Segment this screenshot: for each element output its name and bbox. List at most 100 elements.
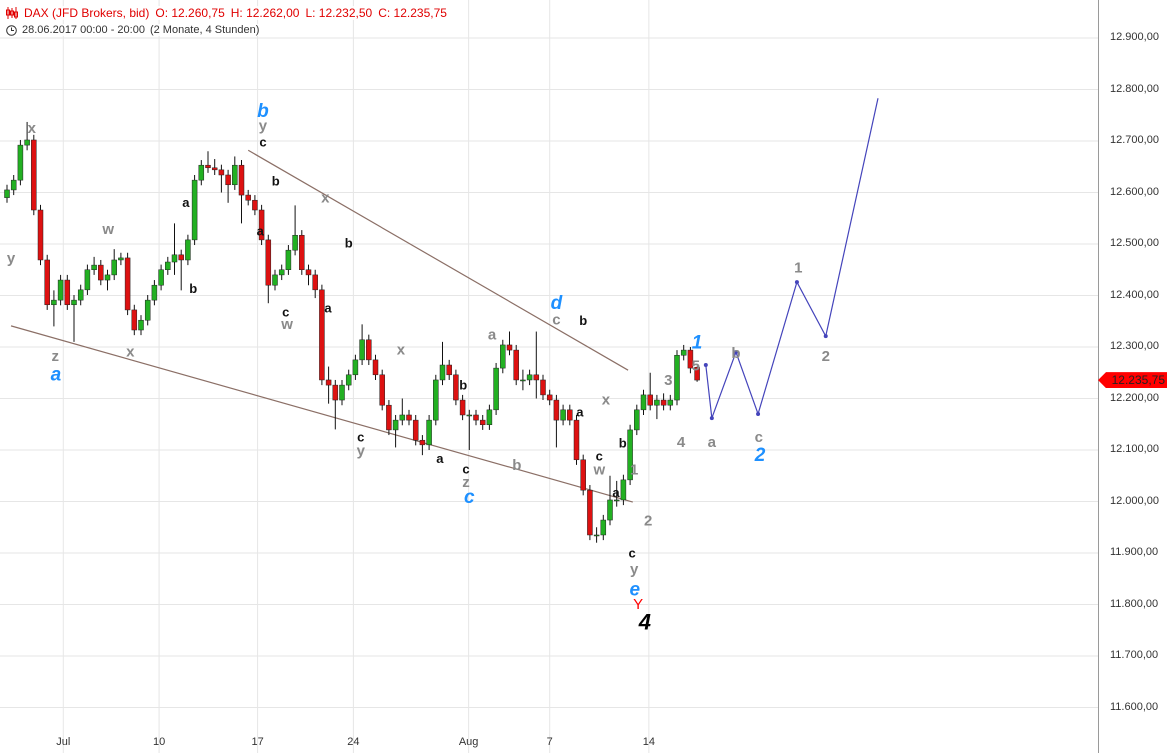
candle-body (627, 429, 633, 481)
candle (634, 404, 640, 436)
candle (10, 174, 17, 196)
trendlines (10, 149, 633, 503)
candle (111, 249, 117, 281)
candle (580, 454, 586, 496)
wave-label: y (259, 117, 268, 134)
candle-body (165, 261, 171, 270)
time-header: 28.06.2017 00:00 - 20:00 (2 Monate, 4 St… (6, 24, 260, 36)
wave-label: a (182, 195, 190, 210)
wave-label: c (462, 462, 469, 477)
y-tick-label: 12.400,00 (1110, 288, 1159, 301)
candle (359, 324, 365, 366)
candle-body (560, 409, 566, 421)
candle (473, 409, 479, 426)
candle (379, 369, 385, 411)
candle-body (158, 269, 164, 286)
candle (546, 389, 553, 406)
wave-label: e (630, 580, 641, 601)
wave-label: c (259, 135, 266, 150)
projection-point (703, 363, 708, 368)
wave-label: a (51, 364, 62, 385)
candlestick-icon[interactable] (6, 7, 18, 19)
wave-label: c (464, 487, 475, 508)
candle-body (272, 274, 278, 286)
x-tick-label: 17 (251, 736, 263, 748)
candle (4, 184, 10, 203)
candle (573, 414, 580, 465)
wave-label: a (708, 434, 717, 451)
projection-point (823, 334, 828, 339)
candle (238, 160, 245, 224)
candle-body (600, 519, 607, 536)
candle (245, 189, 251, 206)
candle (292, 205, 298, 256)
candle (51, 290, 57, 327)
candle-body (332, 384, 339, 401)
wave-label: a (612, 485, 620, 500)
candle (57, 274, 64, 306)
candle (205, 151, 211, 173)
candle-body (513, 349, 519, 381)
candle (466, 409, 473, 450)
candle (493, 362, 499, 415)
candle-body (225, 174, 231, 186)
wave-label: a (257, 224, 265, 239)
candle (486, 404, 493, 430)
candle (24, 121, 30, 151)
candle-body (453, 374, 459, 401)
candle-body (91, 264, 97, 270)
candle-body (473, 414, 479, 421)
wave-label: Y (633, 596, 643, 613)
candle-body (185, 239, 191, 261)
trendline (247, 149, 629, 371)
candle-body (687, 349, 694, 369)
candle (98, 259, 104, 286)
candle (694, 366, 700, 382)
candle-body (312, 274, 318, 291)
candle-body (486, 409, 493, 426)
candle (325, 366, 332, 404)
candle-body (553, 399, 560, 421)
wave-label: b (189, 281, 197, 296)
wave-label: c (552, 311, 560, 328)
candle (144, 294, 151, 326)
candle (600, 514, 607, 541)
candle (84, 264, 91, 295)
candle-body (178, 254, 184, 261)
candle-body (111, 259, 117, 276)
candle-body (64, 279, 71, 306)
candle (680, 344, 687, 361)
candle (446, 359, 452, 380)
candle (660, 393, 667, 411)
wave-label: x (397, 341, 406, 358)
candle (265, 234, 272, 304)
candle (332, 379, 339, 430)
candle (587, 485, 593, 541)
wave-label: b (272, 174, 280, 189)
candle (299, 230, 305, 275)
high-value: H: 12.262,00 (230, 6, 300, 20)
candle-body (386, 404, 392, 431)
instrument-name: DAX (JFD Brokers, bid) (24, 6, 150, 20)
projection-point (709, 416, 714, 421)
wave-label: z (51, 348, 59, 365)
candle-body (131, 309, 138, 331)
projection-point (733, 350, 738, 355)
candle (352, 354, 359, 380)
candle (667, 394, 674, 411)
candle-body (546, 394, 553, 401)
candle-body (567, 409, 573, 421)
wave-label: c (282, 305, 289, 320)
candle-body (24, 139, 30, 146)
candle-body (211, 167, 218, 171)
candle-body (526, 374, 533, 381)
candle (426, 414, 432, 450)
candle (252, 195, 258, 216)
candle-body (379, 374, 385, 406)
candle-body (278, 269, 285, 276)
candle (433, 374, 439, 426)
candle (687, 347, 694, 374)
candle-body (667, 399, 674, 406)
candle (412, 414, 419, 446)
